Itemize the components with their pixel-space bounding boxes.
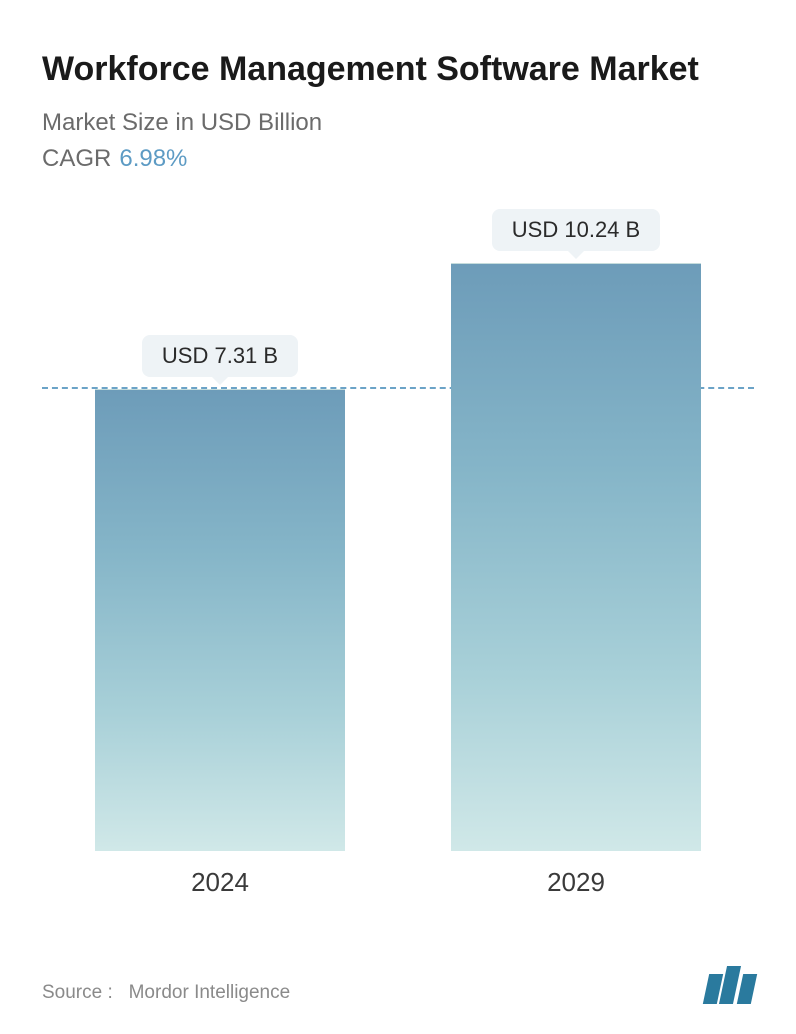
logo-bar-3 bbox=[737, 974, 757, 1004]
bar-2024 bbox=[95, 389, 345, 851]
x-label-2029: 2029 bbox=[451, 867, 701, 898]
bar-2029 bbox=[451, 263, 701, 851]
source-label: Source : bbox=[42, 982, 113, 1003]
x-label-2024: 2024 bbox=[95, 867, 345, 898]
logo-icon bbox=[706, 966, 754, 1004]
bars-container: USD 7.31 B USD 10.24 B bbox=[42, 211, 754, 851]
footer: Source : Mordor Intelligence bbox=[42, 966, 754, 1004]
value-label-2029: USD 10.24 B bbox=[492, 209, 660, 251]
cagr-row: CAGR 6.98% bbox=[42, 145, 754, 173]
cagr-label: CAGR bbox=[42, 145, 111, 172]
cagr-value: 6.98% bbox=[119, 145, 187, 172]
source-name: Mordor Intelligence bbox=[129, 982, 291, 1003]
chart-title: Workforce Management Software Market bbox=[42, 48, 754, 91]
source-attribution: Source : Mordor Intelligence bbox=[42, 982, 290, 1004]
bar-group-2029: USD 10.24 B bbox=[451, 209, 701, 851]
bar-group-2024: USD 7.31 B bbox=[95, 335, 345, 851]
x-axis-labels: 2024 2029 bbox=[42, 867, 754, 898]
chart-area: USD 7.31 B USD 10.24 B bbox=[42, 211, 754, 851]
value-label-2024: USD 7.31 B bbox=[142, 335, 298, 377]
chart-subtitle: Market Size in USD Billion bbox=[42, 109, 754, 137]
